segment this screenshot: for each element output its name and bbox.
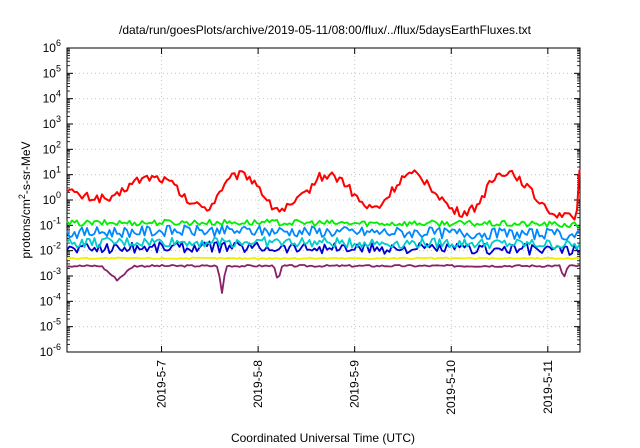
- y-axis: 10-6 10-5 10-4 10-3 10-2 10-1 100 101 102 103 104 1…: [40, 38, 580, 359]
- series-line: [66, 169, 581, 221]
- y-tick-label: 10-4: [40, 291, 61, 308]
- y-tick-label: 103: [43, 114, 61, 131]
- series-line: [66, 256, 580, 260]
- x-tick-label: 2019-5-8: [251, 360, 265, 408]
- x-tick-label: 2019-5-9: [348, 360, 362, 408]
- y-tick-label: 101: [43, 165, 61, 182]
- x-axis-label: Coordinated Universal Time (UTC): [231, 431, 415, 445]
- y-tick-label: 10-3: [40, 266, 61, 283]
- y-tick-label: 10-2: [40, 241, 61, 258]
- x-tick-label: 2019-5-7: [155, 360, 169, 408]
- y-tick-label: 104: [43, 89, 61, 106]
- y-tick-label: 105: [43, 63, 61, 80]
- y-tick-label: 102: [43, 139, 61, 156]
- series-line: [66, 224, 581, 241]
- y-tick-label: 10-5: [40, 317, 61, 334]
- series-line: [66, 218, 580, 229]
- x-tick-label: 2019-5-11: [541, 360, 555, 414]
- series-lines: [66, 169, 581, 294]
- x-axis: 2019-5-7 2019-5-8 2019-5-9 2019-5-10 2019-5-…: [155, 48, 555, 415]
- series-line: [66, 263, 580, 294]
- chart-title: /data/run/goesPlots/archive/2019-05-11/0…: [119, 23, 532, 37]
- y-tick-label: 106: [43, 38, 61, 55]
- series-line: [66, 240, 581, 256]
- series-line: [66, 236, 581, 250]
- grid-lines: [67, 47, 580, 353]
- x-tick-label: 2019-5-10: [444, 360, 458, 415]
- y-tick-label: 10-6: [40, 342, 61, 359]
- y-axis-label: protons/cm2-s-sr-MeV: [17, 141, 33, 258]
- y-tick-label: 10-1: [40, 215, 61, 232]
- y-tick-label: 100: [43, 190, 61, 207]
